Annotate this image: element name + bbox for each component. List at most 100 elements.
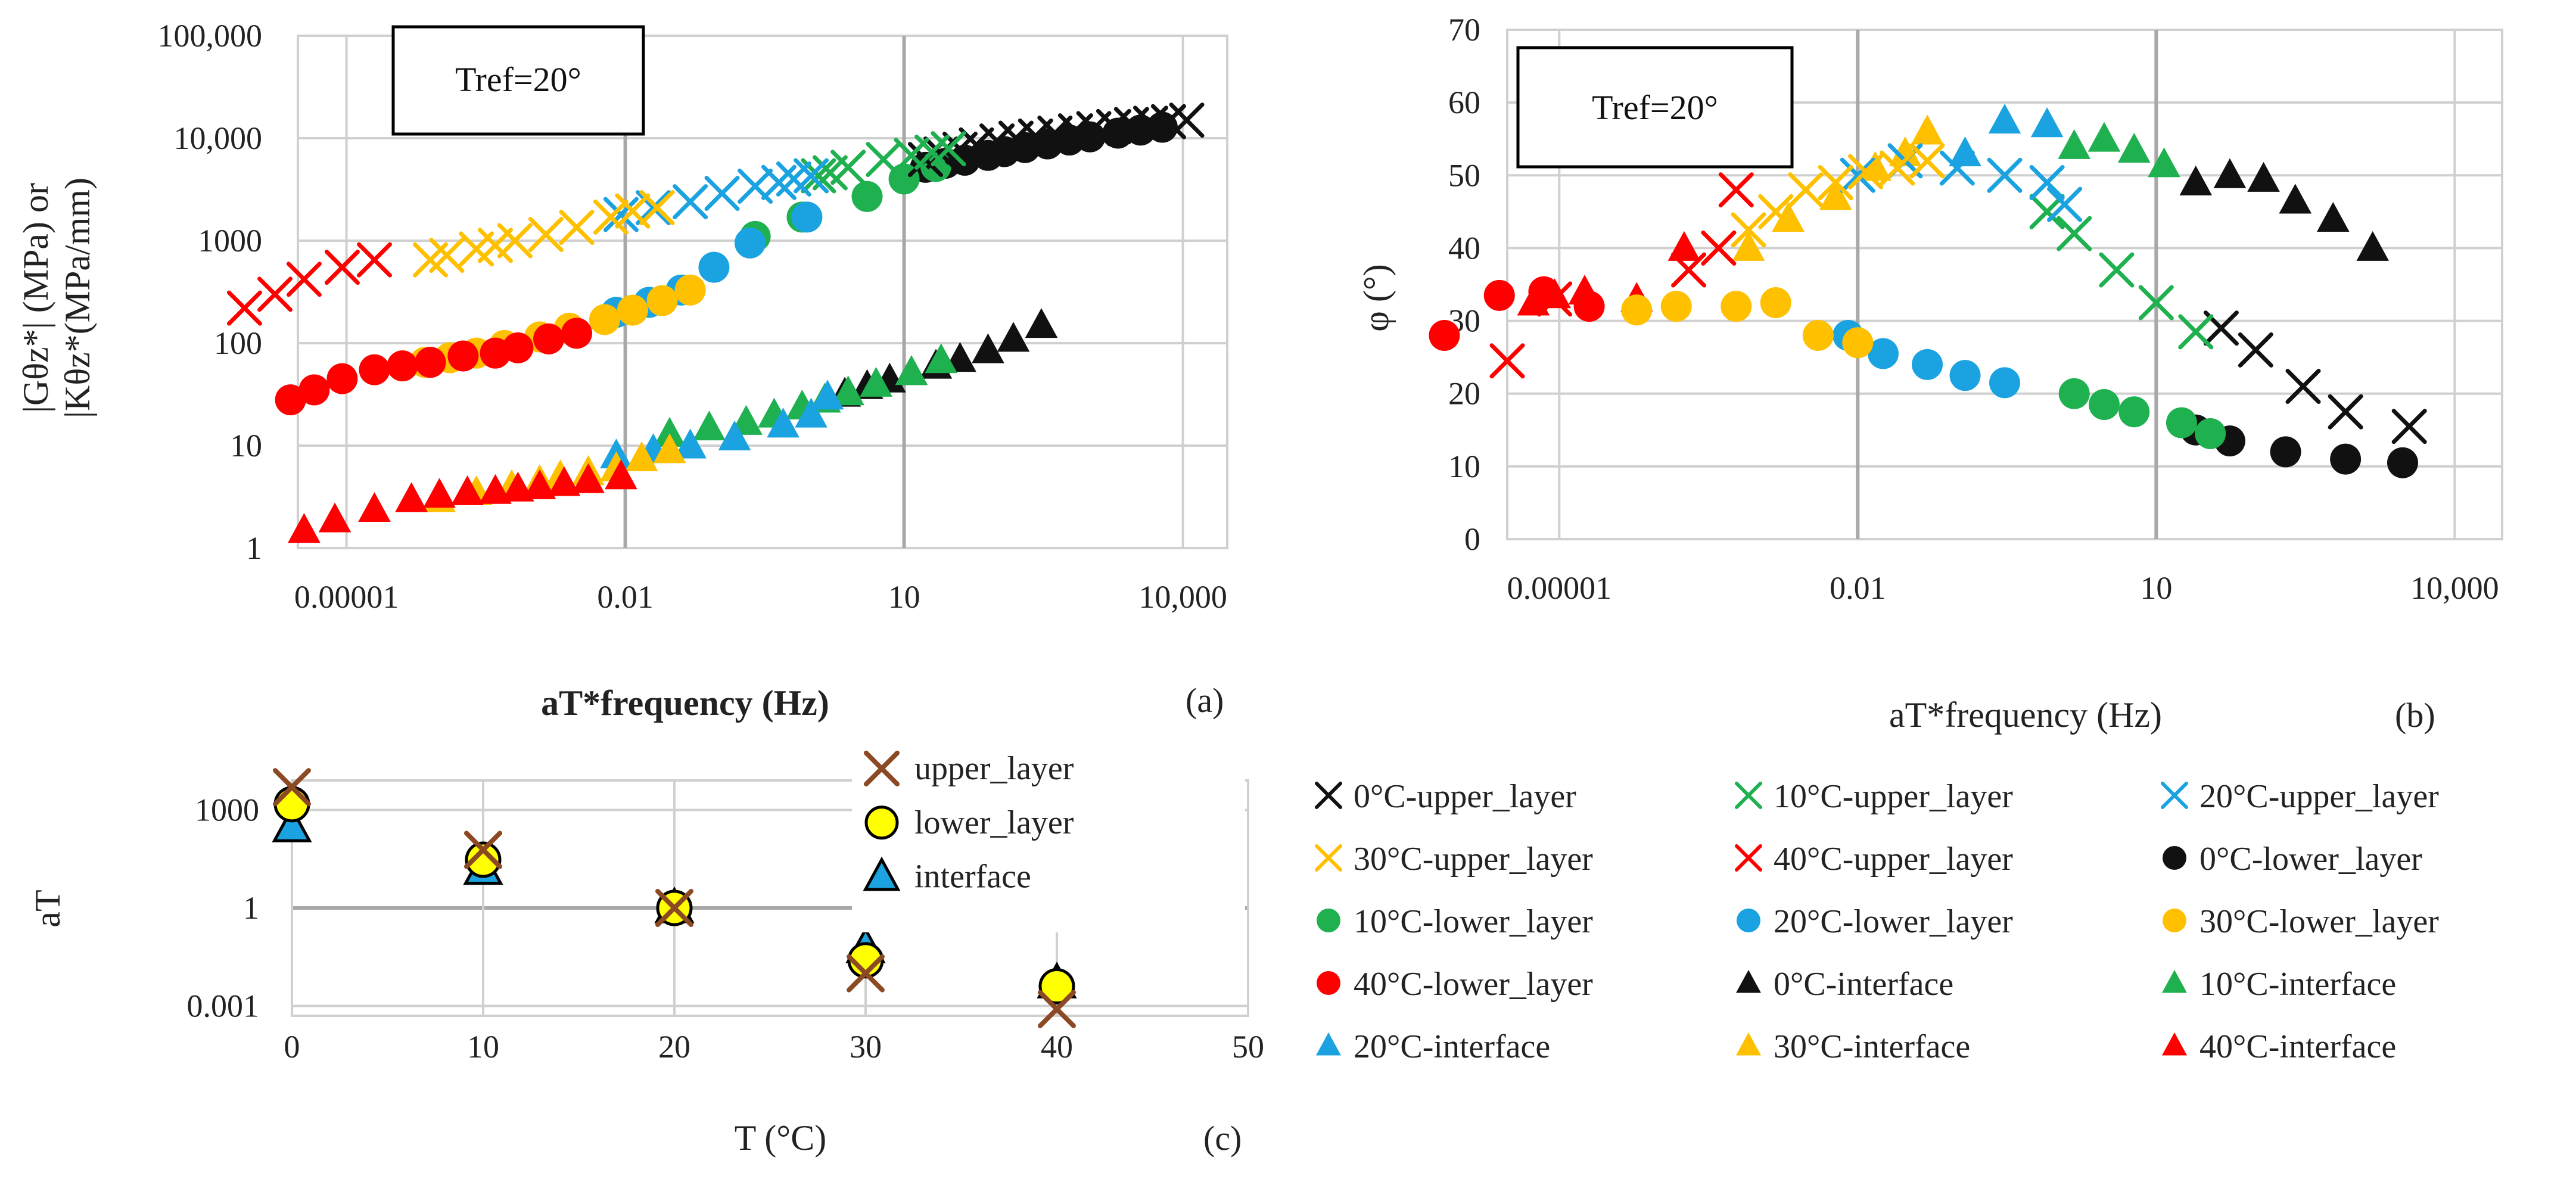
point-20c-interface [1949,136,1981,167]
series-0c-upper-layer [2203,310,2427,444]
series-40c-upper-layer [226,242,393,326]
legend-label-40c-interface: 40°C-interface [2199,1028,2396,1065]
legend-label-30c-interface: 30°C-interface [1774,1028,1970,1065]
point-30c-interface [653,433,686,464]
y-tick-label: 0.001 [187,988,260,1024]
panel-c-legend-bg [852,736,1245,932]
point-10c-interface [2117,132,2151,163]
series-20c-lower-layer [1833,320,2020,399]
point-40c-interface [479,474,512,504]
legend-label-40c-lower-layer: 40°C-lower_layer [1354,966,1593,1003]
point-10c-interface [832,375,864,406]
point-30c-interface [1772,201,1805,232]
point-20c-lower-layer [1989,367,2020,399]
point-20c-upper-layer [794,158,829,194]
panel-b-label: (b) [2395,696,2435,735]
point-10c-lower-layer [2118,396,2150,428]
point-30c-interface [1889,136,1922,167]
point-10c-upper-layer [2178,314,2214,350]
point-10c-lower-layer [851,181,883,212]
point-10c-lower-layer [2058,378,2090,409]
panel-a-annotation: Tref=20° [455,60,581,99]
series-30c-lower-layer [1621,287,1874,359]
point-20c-interface [1988,104,2021,134]
point-40c-lower-layer [1573,291,1605,322]
point-10c-lower-layer [2166,407,2197,438]
point-30c-lower-layer [589,304,620,335]
point-0c-interface [2356,231,2390,261]
point-10c-upper-layer [894,138,929,173]
point-10c-interface [2058,129,2091,159]
point-10c-interface [693,410,726,441]
point-30c-upper-layer [559,210,595,245]
point-30c-upper-layer [1788,172,1824,208]
series-10c-interface [653,343,957,447]
x-tick-label: 50 [1232,1029,1264,1065]
point-20c-lower-layer [1867,338,1899,369]
point-10c-interface [2148,147,2180,178]
legend-marker-20c-interface [1316,1032,1341,1056]
x-tick-label: 10,000 [1138,579,1227,615]
series-10c-interface [2058,122,2180,178]
panel-c-label: (c) [1203,1119,1242,1158]
x-tick-label: 10 [2140,570,2172,606]
point-20c-upper-layer [704,175,740,211]
series-20c-upper-layer [603,158,829,232]
point-40c-lower-layer [275,384,306,416]
series-10c-lower-layer [2058,378,2226,449]
legend-marker-interface [863,856,901,891]
legend-marker-10c-upper-layer [1735,782,1762,809]
legend-marker-10c-lower-layer [1317,909,1340,932]
point-10c-lower-layer [2195,418,2226,449]
legend-label-10c-interface: 10°C-interface [2199,966,2396,1003]
point-40c-interface [502,471,534,502]
point-30c-lower-layer [1621,294,1653,326]
point-20c-lower-layer [1912,349,1943,380]
point-0c-interface [997,322,1030,352]
point-40c-lower-layer [326,363,358,394]
point-0c-lower-layer [2270,436,2301,468]
y-tick-label: 10 [1448,449,1480,484]
point-40c-interface [1667,231,1701,261]
point-30c-lower-layer [1802,320,1834,351]
panel-c-chart: 0.001 1 1000 0 10 20 30 40 50 upper_layer lower_l… [28,736,1264,1158]
panel-c-marks [272,768,1077,1028]
point-30c-interface [1732,231,1765,261]
point-10c-interface [2087,122,2121,152]
point-30c-lower-layer [674,274,706,306]
legend-label-40c-upper-layer: 40°C-upper_layer [1774,841,2013,878]
legend-label-10c-upper-layer: 10°C-upper_layer [1774,778,2013,815]
point-20c-upper-layer [636,190,671,226]
point-40c-upper-layer [257,276,293,312]
point-40c-interface [547,466,581,496]
legend-marker-0c-interface [1736,970,1761,993]
point-10c-interface [925,343,957,374]
panel-c-xlabel: T (°C) [735,1118,827,1158]
legend-label-30c-lower-layer: 30°C-lower_layer [2199,903,2439,940]
point-30c-upper-layer [477,228,513,263]
x-tick-label: 0.01 [1830,570,1886,606]
panel-a-xlabel: aT*frequency (Hz) [541,683,829,723]
y-tick-label: 0 [1464,521,1480,557]
legend-label-30c-upper-layer: 30°C-upper_layer [1354,841,1593,878]
point-20c-lower-layer [698,251,730,283]
legend-marker-30c-interface [1736,1032,1761,1056]
point-20c-lower-layer [734,227,766,259]
point-0c-upper-layer [2391,409,2427,444]
point-lower-layer [1038,968,1075,1004]
y-tick-label: 1000 [198,223,262,259]
point-30c-upper-layer [1848,154,1884,189]
point-40c-lower-layer [502,332,534,363]
series-40c-upper-layer [1489,172,1754,379]
legend-marker-30c-lower-layer [2163,909,2186,932]
point-40c-lower-layer [298,374,330,406]
series-10c-upper-layer [801,131,966,194]
legend-marker-40c-upper-layer [1735,844,1762,872]
point-40c-interface [358,492,391,522]
point-0c-upper-layer [2328,394,2363,430]
series-40c-interface [288,459,637,543]
point-30c-lower-layer [617,294,648,326]
point-40c-interface [451,475,484,505]
